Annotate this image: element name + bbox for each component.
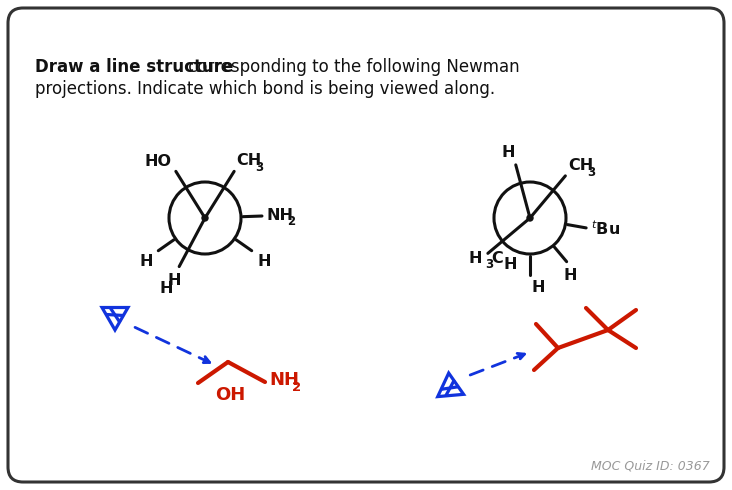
Text: projections. Indicate which bond is being viewed along.: projections. Indicate which bond is bein… [35, 80, 495, 98]
Text: corresponding to the following Newman: corresponding to the following Newman [183, 58, 520, 76]
Text: C: C [491, 251, 503, 266]
Text: H: H [160, 281, 173, 296]
Text: H: H [564, 268, 578, 283]
Circle shape [202, 215, 208, 221]
Text: H: H [139, 254, 153, 270]
Text: 3: 3 [255, 161, 264, 174]
Text: NH: NH [269, 371, 299, 389]
Text: $^t$Bu: $^t$Bu [591, 219, 620, 238]
Text: Draw a line structure: Draw a line structure [35, 58, 234, 76]
Text: 3: 3 [485, 258, 493, 271]
Text: H: H [532, 280, 545, 295]
Text: CH: CH [236, 153, 261, 168]
Text: HO: HO [145, 154, 172, 169]
Text: 2: 2 [287, 216, 295, 228]
Text: H: H [257, 254, 271, 270]
Text: CH: CH [568, 158, 593, 173]
Text: MOC Quiz ID: 0367: MOC Quiz ID: 0367 [591, 459, 710, 472]
Text: NH: NH [267, 208, 294, 223]
Text: OH: OH [215, 386, 245, 404]
Text: 2: 2 [292, 381, 301, 393]
Text: H: H [468, 251, 482, 266]
FancyArrowPatch shape [470, 353, 525, 375]
Text: H: H [503, 257, 517, 272]
FancyArrowPatch shape [135, 327, 209, 363]
Text: 3: 3 [587, 166, 595, 179]
Text: H: H [501, 145, 515, 160]
Circle shape [527, 215, 533, 221]
Text: H: H [168, 273, 181, 288]
